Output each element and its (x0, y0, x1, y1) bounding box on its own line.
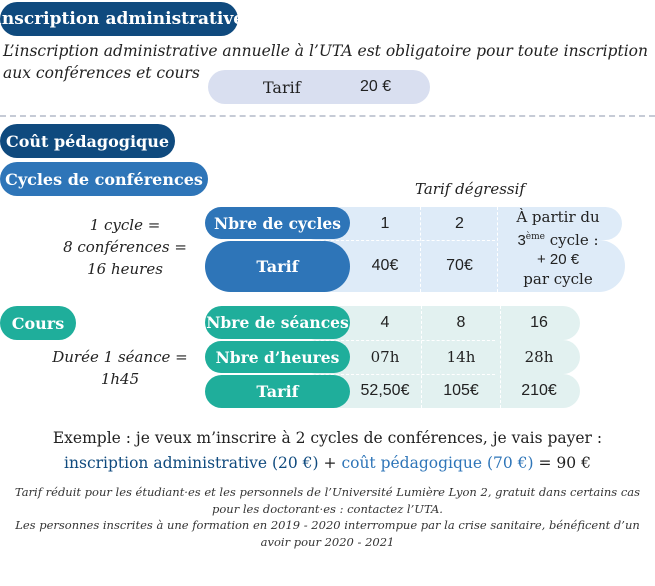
example-total: = 90 € (533, 454, 591, 472)
cours-header-seances: Nbre de séances (205, 306, 350, 339)
admin-description-line1: L’inscription administrative annuelle à … (3, 42, 648, 60)
footnote-line2: pour les doctorant·es : contactez l’UTA. (212, 501, 443, 516)
footnote-line1: Tarif réduit pour les étudiant·es et les… (14, 485, 641, 499)
cours-cell: 16 (530, 314, 548, 331)
cycles-header-tarif: Tarif (205, 241, 350, 292)
cours-note-line2: 1h45 (100, 370, 140, 388)
example-block: Exemple : je veux m’inscrire à 2 cycles … (0, 426, 655, 476)
admin-tarif-label: Tarif (263, 77, 301, 97)
cours-cell: 8 (456, 314, 466, 331)
cycles-price-2: 70€ (446, 257, 473, 274)
admin-tarif-value: 20 € (360, 78, 392, 95)
example-admin-part: inscription administrative (20 €) (64, 454, 319, 472)
cycles-price-1: 40€ (371, 257, 399, 274)
footnotes: Tarif réduit pour les étudiant·es et les… (0, 484, 655, 550)
section-title-pedagogique: Coût pédagogique (0, 124, 175, 158)
extra-rest: cycle : (544, 230, 599, 249)
footnote-line4: avoir pour 2020 - 2021 (260, 534, 395, 549)
example-line1: Exemple : je veux m’inscrire à 2 cycles … (52, 429, 603, 447)
cycles-count-1: 1 (380, 214, 390, 232)
example-plus: + (318, 454, 342, 472)
col-divider (421, 306, 422, 408)
cours-cell: 210€ (521, 382, 557, 399)
cycles-extra-note: À partir du 3ème cycle : + 20 € par cycl… (497, 208, 619, 289)
degressive-label: Tarif dégressif (415, 180, 525, 198)
section-title-cycles: Cycles de conférences (0, 162, 208, 196)
row-divider (205, 240, 495, 241)
cours-note-line1: Durée 1 séance = (52, 348, 188, 366)
footnote-line3: Les personnes inscrites à une formation … (15, 518, 640, 532)
col-divider (420, 207, 421, 292)
cours-cell: 14h (446, 348, 476, 366)
cours-cell: 52,50€ (360, 382, 410, 399)
section-title-cours: Cours (0, 306, 76, 340)
cycles-note: 1 cycle = 8 conférences = 16 heures (50, 214, 200, 280)
row-divider (205, 340, 495, 341)
cycles-note-line3: 16 heures (87, 260, 163, 278)
col-divider (500, 306, 501, 408)
cours-cell: 105€ (443, 382, 479, 399)
cours-cell: 28h (524, 348, 554, 366)
row-divider (205, 374, 495, 375)
cycles-table-bg-row2 (300, 240, 625, 292)
cycles-header-count: Nbre de cycles (205, 207, 350, 239)
extra-num: 3 (517, 231, 526, 249)
cours-header-heures: Nbre d’heures (205, 341, 350, 373)
cycles-note-line2: 8 conférences = (63, 238, 187, 256)
admin-description: L’inscription administrative annuelle à … (3, 40, 653, 84)
example-line2: inscription administrative (20 €) + coût… (0, 451, 655, 476)
cours-note: Durée 1 séance = 1h45 (40, 346, 200, 390)
cours-cell: 4 (380, 314, 390, 331)
extra-line2: 3ème cycle : (497, 228, 619, 251)
cycles-table-bg (300, 207, 622, 240)
section-separator (0, 115, 655, 117)
cours-cell: 07h (370, 348, 400, 366)
extra-line3: + 20 € (536, 251, 580, 268)
extra-sup: ème (525, 231, 545, 242)
admin-description-line2: aux conférences et cours (3, 64, 200, 82)
section-title-admin: Inscription administrative (0, 2, 244, 36)
cycles-count-2: 2 (455, 214, 464, 232)
cycles-note-line1: 1 cycle = (89, 216, 161, 234)
admin-tarif-pill: Tarif 20 € (208, 70, 430, 104)
cours-header-tarif: Tarif (205, 375, 350, 408)
extra-line1: À partir du (516, 208, 600, 226)
col-divider (497, 207, 498, 292)
extra-line4: par cycle (523, 269, 593, 288)
example-peda-part: coût pédagogique (70 €) (341, 454, 534, 472)
